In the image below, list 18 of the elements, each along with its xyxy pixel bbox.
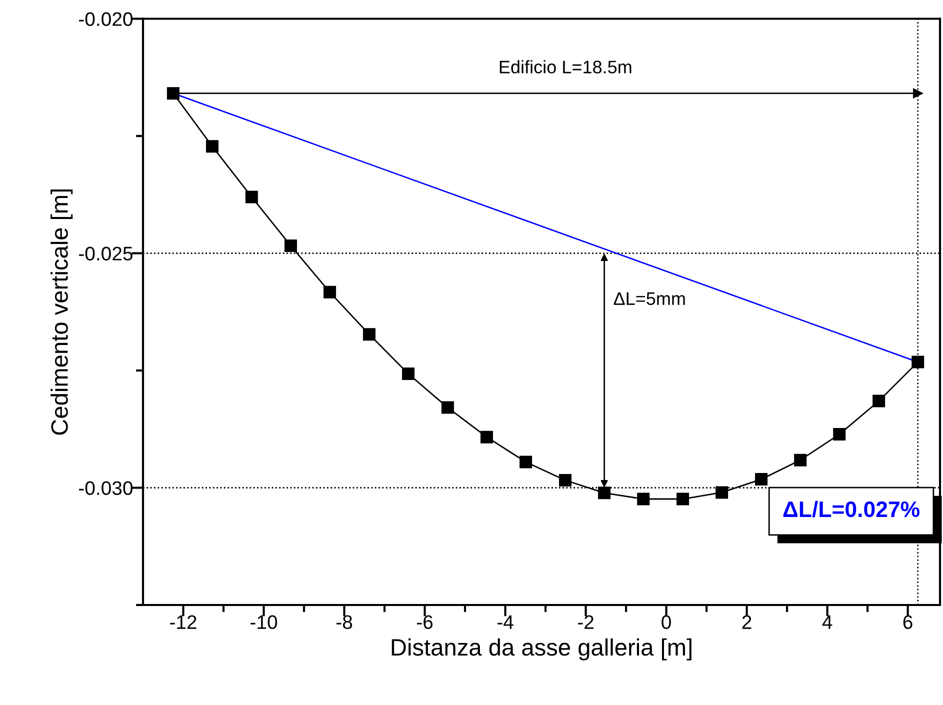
x-tick-label: 2 [742,615,752,629]
y-tick-label: -0.030 [79,481,133,495]
x-tick-label: -4 [497,615,514,629]
x-tick-label: -6 [416,615,433,630]
y-tick-label: -0.025 [79,246,132,260]
x-tick-label: -2 [578,615,594,629]
annotation: ΔL/L=0.027% [783,500,920,518]
y-axis-title: Cedimento verticale [m] [50,190,73,435]
x-axis-title: Distanza da asse galleria [m] [392,638,692,660]
x-tick-label: 4 [822,615,832,629]
x-tick-label: 0 [662,615,671,630]
x-tick-label: 6 [903,615,912,630]
x-tick-label: -12 [170,615,196,629]
annotation: Edificio L=18.5m [500,60,632,74]
x-tick-label: -10 [250,615,278,630]
x-tick-label: -8 [336,615,352,630]
annotation: ΔL=5mm [614,292,685,305]
y-tick-label: -0.020 [79,12,133,26]
